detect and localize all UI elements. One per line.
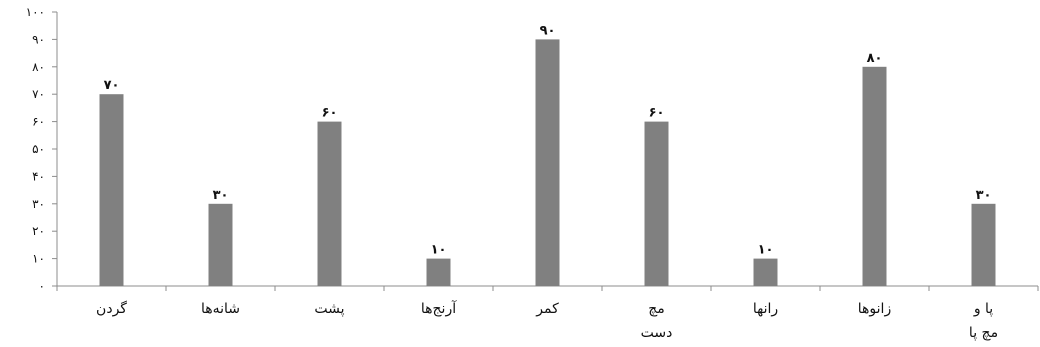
x-tick-label: مچ xyxy=(648,301,665,317)
bar xyxy=(644,121,669,286)
y-tick-label: ۶۰ xyxy=(32,115,45,129)
bars xyxy=(99,39,996,287)
x-tick-label: رانها xyxy=(753,301,778,317)
bar xyxy=(535,39,560,287)
data-label: ۳۰ xyxy=(976,188,992,203)
y-tick-label: ۱۰۰ xyxy=(26,5,45,19)
x-tick-label: مچ پا xyxy=(969,325,998,341)
bar xyxy=(426,258,451,286)
data-label: ۱۰ xyxy=(431,243,447,258)
data-label: ۱۰ xyxy=(758,243,774,258)
bar xyxy=(208,203,233,286)
x-tick-label: آرنج‌ها xyxy=(421,300,457,317)
data-label: ۸۰ xyxy=(867,51,883,66)
bar xyxy=(99,94,124,286)
data-label: ۹۰ xyxy=(540,23,556,38)
bar xyxy=(753,258,778,286)
y-tick-label: ۸۰ xyxy=(32,60,45,74)
x-tick-label: دست xyxy=(641,325,673,341)
y-tick-label: ۹۰ xyxy=(32,32,45,46)
x-axis xyxy=(56,285,1039,291)
value-labels: ۷۰ ۳۰ ۶۰ ۱۰ ۹۰ ۶۰ ۱۰ ۸۰ ۳۰ xyxy=(104,23,992,257)
y-tick-label: ۳۰ xyxy=(32,197,45,211)
y-tick-label: ۷۰ xyxy=(32,87,45,101)
x-tick-label: شانه‌ها xyxy=(201,301,240,317)
x-tick-label: کمر xyxy=(535,301,559,317)
x-tick-label: پشت xyxy=(314,301,344,317)
y-tick-label: ۴۰ xyxy=(32,169,45,183)
bar xyxy=(971,203,996,286)
data-label: ۶۰ xyxy=(322,106,338,121)
bar xyxy=(317,121,342,286)
y-tick-label: ۰ xyxy=(39,279,45,293)
x-tick-label: گردن xyxy=(96,300,127,317)
x-tick-label: زانوها xyxy=(858,301,891,317)
data-label: ۳۰ xyxy=(213,188,229,203)
y-tick-label: ۱۰ xyxy=(32,252,45,266)
y-axis: ۰ ۱۰ ۲۰ ۳۰ ۴۰ ۵۰ ۶۰ ۷۰ ۸۰ ۹۰ ۱۰۰ xyxy=(26,5,58,293)
x-tick-label: پا و xyxy=(973,301,993,317)
bar xyxy=(862,66,887,286)
data-label: ۶۰ xyxy=(649,106,665,121)
category-labels: گردن شانه‌ها پشت آرنج‌ها کمر مچ دست رانها زانوها… xyxy=(96,300,998,341)
data-label: ۷۰ xyxy=(104,78,120,93)
y-tick-label: ۵۰ xyxy=(32,142,45,156)
y-tick-label: ۲۰ xyxy=(32,224,45,238)
